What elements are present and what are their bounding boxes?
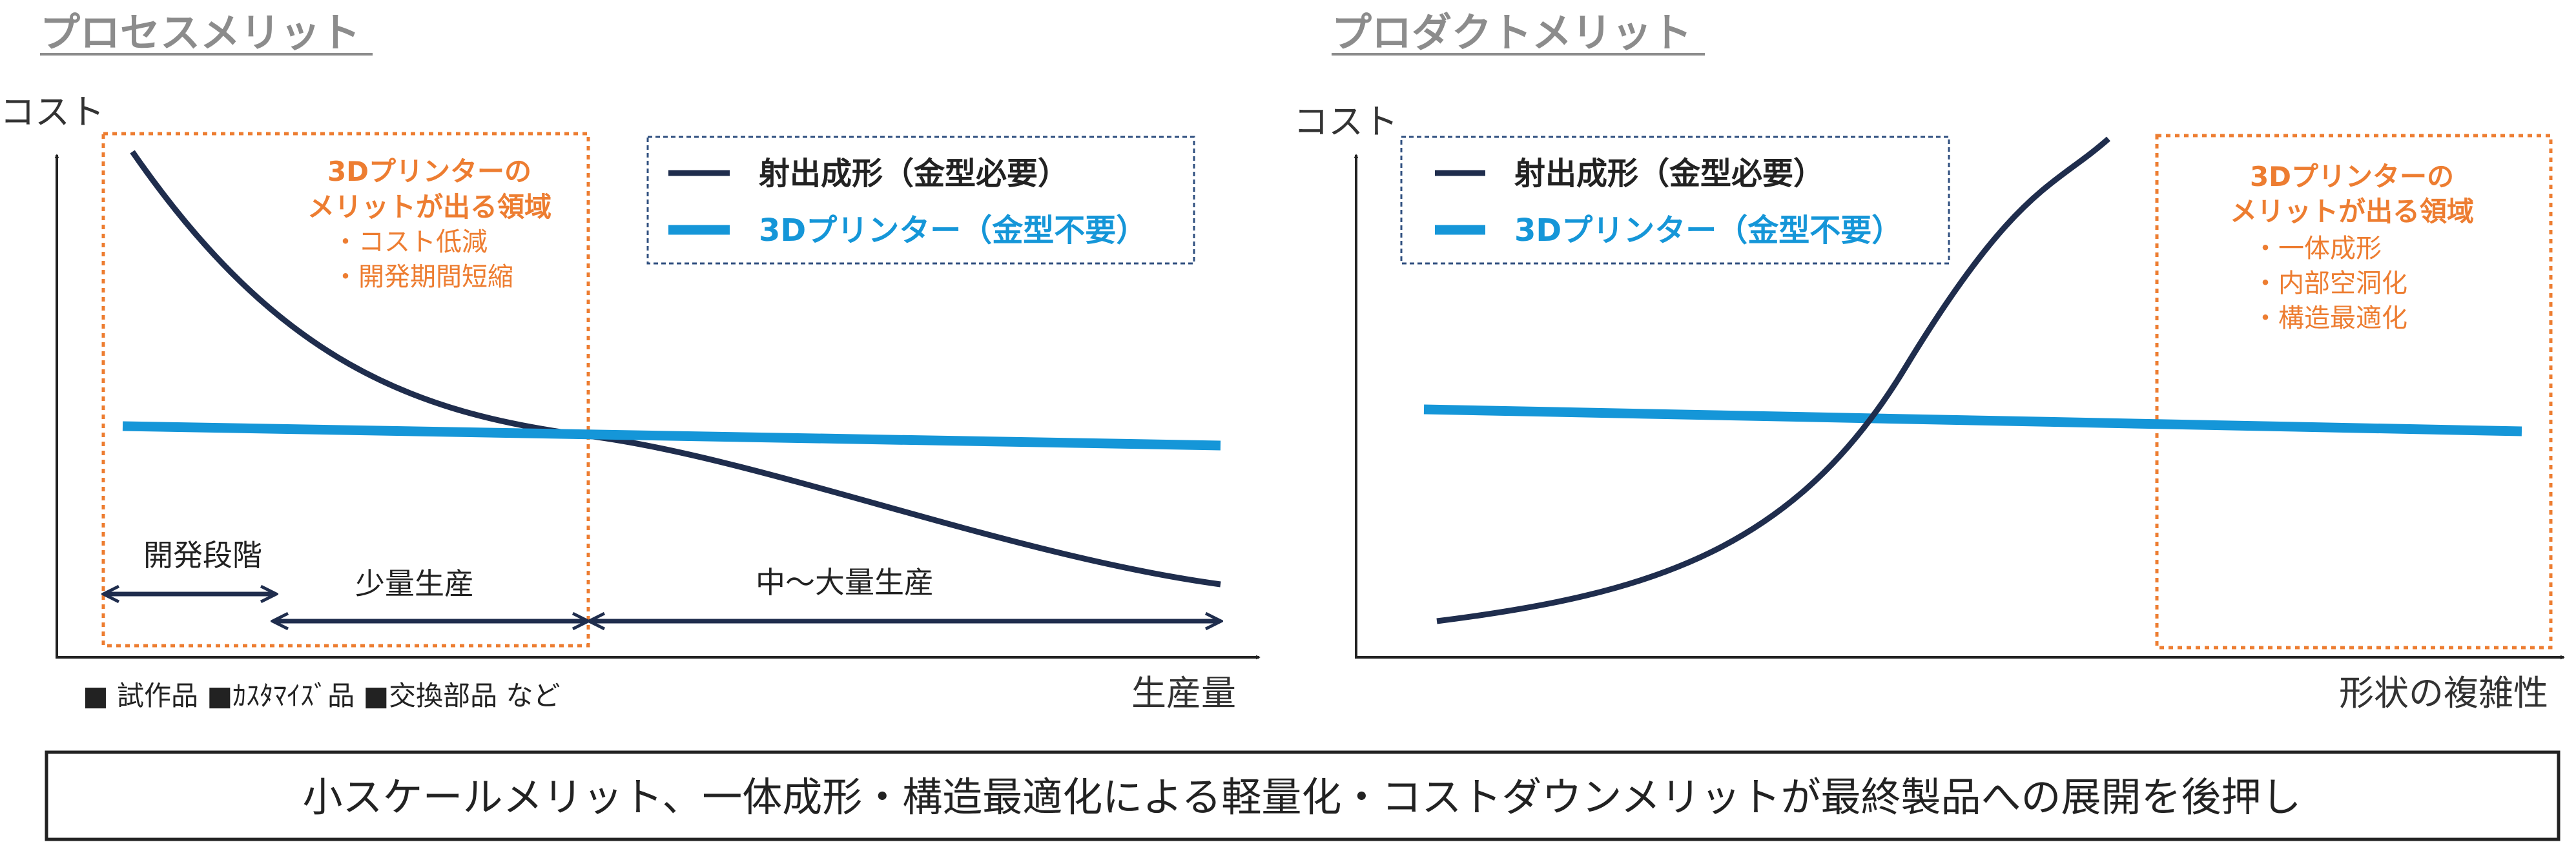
left-legend: 射出成形（金型必要） 3Dプリンター（金型不要） — [646, 136, 1195, 265]
right-legend-injection-label: 射出成形（金型必要） — [1514, 156, 1824, 192]
left-x-axis-label: 生産量 — [1131, 673, 1236, 713]
right-annotation-item-2: ・内部空洞化 — [2252, 269, 2407, 298]
right-annotation-heading-2: メリットが出る領域 — [2230, 196, 2474, 227]
left-merit-region — [101, 132, 590, 648]
left-footnote: ■ 試作品 ■ｶｽﾀﾏｲｽﾞ品 ■交換部品 など — [83, 680, 560, 712]
left-legend-box — [646, 136, 1195, 265]
right-merit-annotation: 3Dプリンターの メリットが出る領域 ・一体成形 ・内部空洞化 ・構造最適化 — [2230, 161, 2474, 333]
right-section-title: プロダクトメリット — [1332, 9, 1692, 56]
left-annotation-item-2: ・開発期間短縮 — [333, 262, 513, 292]
right-annotation-item-1: ・一体成形 — [2252, 234, 2382, 263]
summary-banner-box — [45, 750, 2561, 841]
left-phase-arrows: 開発段階 少量生産 中～大量生産 — [105, 538, 1219, 621]
left-legend-injection-label: 射出成形（金型必要） — [759, 156, 1069, 192]
right-injection-curve — [1436, 136, 2110, 624]
phase-medium-large-label: 中～大量生産 — [756, 565, 934, 600]
left-annotation-item-1: ・コスト低減 — [333, 227, 488, 257]
left-section-title: プロセスメリット — [40, 9, 360, 56]
right-annotation-item-3: ・構造最適化 — [2252, 303, 2407, 333]
right-legend: 射出成形（金型必要） 3Dプリンター（金型不要） — [1400, 136, 1950, 265]
right-printer-line — [1423, 404, 2522, 436]
right-merit-region — [2155, 134, 2553, 650]
right-legend-box — [1400, 136, 1950, 265]
left-printer-line — [122, 421, 1221, 451]
phase-small-label: 少量生産 — [355, 566, 474, 601]
right-y-axis-label: コスト — [1293, 101, 1398, 142]
left-annotation-heading-2: メリットが出る領域 — [307, 191, 551, 223]
phase-development-label: 開発段階 — [143, 538, 262, 573]
left-annotation-heading-1: 3Dプリンターの — [327, 156, 531, 187]
summary-banner-text: 小スケールメリット、一体成形・構造最適化による軽量化・コストダウンメリットが最終… — [302, 774, 2301, 821]
right-x-axis-label: 形状の複雑性 — [2339, 673, 2548, 713]
left-panel: プロセスメリット コスト 3Dプリンターの メリットが出る領域 ・コスト低減 ・… — [0, 9, 1259, 713]
right-legend-printer-label: 3Dプリンター（金型不要） — [1514, 212, 1902, 249]
left-y-axis-label: コスト — [0, 92, 105, 132]
right-annotation-heading-1: 3Dプリンターの — [2250, 161, 2454, 192]
right-panel: プロダクトメリット コスト 3Dプリンターの メリットが出る領域 ・一体成形 ・… — [1293, 9, 2564, 713]
left-legend-printer-label: 3Dプリンター（金型不要） — [759, 212, 1147, 249]
summary-banner: 小スケールメリット、一体成形・構造最適化による軽量化・コストダウンメリットが最終… — [45, 750, 2561, 841]
left-merit-annotation: 3Dプリンターの メリットが出る領域 ・コスト低減 ・開発期間短縮 — [307, 156, 551, 292]
